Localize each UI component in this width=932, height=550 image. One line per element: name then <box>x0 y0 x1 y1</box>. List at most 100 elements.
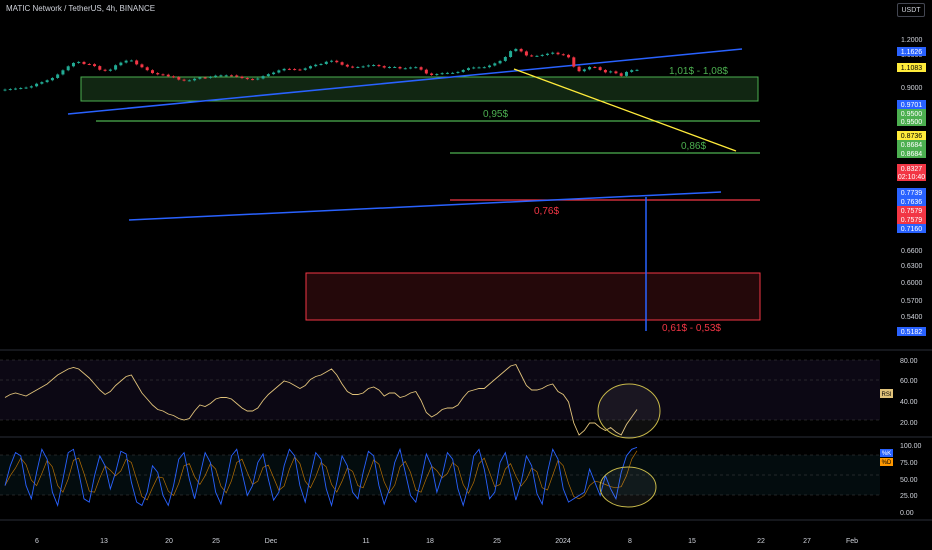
x-axis-label: 13 <box>100 538 108 545</box>
price-badge-label: 0.7160 <box>901 226 923 233</box>
candle-body <box>393 66 397 68</box>
candle-body <box>509 51 513 57</box>
candle-body <box>377 65 381 67</box>
x-axis-label: 8 <box>628 538 632 545</box>
x-axis-label: 25 <box>212 538 220 545</box>
candle-body <box>50 77 54 81</box>
candle-body <box>182 79 186 81</box>
currency-button[interactable]: USDT <box>897 3 925 17</box>
candle-body <box>456 71 460 73</box>
candle-body <box>93 64 97 67</box>
candle-body <box>61 70 65 75</box>
candle-body <box>66 66 70 71</box>
x-axis-label: 20 <box>165 538 173 545</box>
price-badge-label: 0.8684 <box>901 142 923 149</box>
stoch-axis-tick: 75.00 <box>900 460 918 467</box>
annotation-095: 0,95$ <box>483 109 508 120</box>
x-axis-label: Feb <box>846 538 858 545</box>
candle-body <box>45 80 49 83</box>
price-badge-label: 0.9701 <box>901 102 923 109</box>
candle-body <box>150 70 154 74</box>
candle-body <box>277 70 281 73</box>
price-badge-bg <box>897 149 926 158</box>
candle-body <box>198 77 202 79</box>
candle-body <box>530 55 534 57</box>
price-axis-tick: 1.2000 <box>901 37 923 44</box>
stoch-axis-tick: 0.00 <box>900 510 914 517</box>
price-badge-label: 1.1083 <box>901 65 923 72</box>
candle-body <box>324 61 328 64</box>
x-axis-label: 11 <box>362 538 369 545</box>
candle-body <box>340 62 344 65</box>
resistance-zone <box>80 76 759 102</box>
symbol-title[interactable]: MATIC Network / TetherUS, 4h, BINANCE <box>6 4 156 13</box>
x-axis-label: 27 <box>803 538 811 545</box>
candle-body <box>619 73 623 76</box>
candle-body <box>451 72 455 74</box>
candle-body <box>477 67 481 69</box>
candle-body <box>29 86 33 88</box>
candle-body <box>545 53 549 55</box>
candle-body <box>319 63 323 65</box>
candle-body <box>308 66 312 69</box>
candle-body <box>8 89 12 91</box>
candle-body <box>356 66 360 68</box>
candle-body <box>609 71 613 73</box>
candle-body <box>561 54 565 56</box>
candle-body <box>145 67 149 71</box>
upper-channel-line <box>67 48 743 115</box>
candle-body <box>598 67 602 70</box>
candle-body <box>293 69 297 71</box>
stoch-d-label: %D <box>882 460 892 466</box>
price-badge-label: 0.7579 <box>901 217 923 224</box>
candle-body <box>445 72 449 74</box>
annotation-076: 0,76$ <box>534 206 559 217</box>
price-badge-label: 02:10:40 <box>898 174 925 181</box>
candle-body <box>588 66 592 70</box>
stoch-highlight-circle <box>599 466 657 508</box>
candle-body <box>314 64 318 67</box>
candle-body <box>614 71 618 74</box>
candle-body <box>87 63 91 65</box>
candle-body <box>435 74 439 76</box>
candle-body <box>14 88 18 90</box>
candle-body <box>603 69 607 73</box>
candle-body <box>351 66 355 68</box>
price-badge-label: 0.8736 <box>901 133 923 140</box>
candle-body <box>572 57 576 67</box>
candle-body <box>303 68 307 70</box>
annotation-target: 0,61$ - 0,53$ <box>662 323 721 334</box>
candle-body <box>524 51 528 56</box>
candle-body <box>224 75 228 77</box>
price-axis-tick: 0.5700 <box>901 298 923 305</box>
candle-body <box>140 64 144 68</box>
price-badge-label: 0.9500 <box>901 111 923 118</box>
candle-body <box>403 68 407 70</box>
candle-body <box>71 62 75 67</box>
candle-body <box>414 67 418 69</box>
price-badge-bg <box>897 197 926 206</box>
price-axis-tick: 0.6300 <box>901 263 923 270</box>
candle-body <box>108 69 112 71</box>
candle-body <box>3 89 7 91</box>
stoch-d-label-bg <box>880 458 893 466</box>
candle-body <box>382 66 386 68</box>
candle-body <box>440 73 444 75</box>
lower-channel-line <box>128 191 722 221</box>
stoch-k-line <box>4 446 638 508</box>
candle-body <box>419 67 423 70</box>
candle-body <box>372 65 376 67</box>
price-badge-bg <box>897 117 926 126</box>
candle-body <box>119 62 123 66</box>
candle-body <box>540 54 544 56</box>
candle-body <box>98 66 102 70</box>
candle-body <box>514 48 518 52</box>
x-axis-label: 22 <box>757 538 765 545</box>
candle-body <box>635 69 639 71</box>
price-badge-bg <box>897 140 926 149</box>
price-axis-tick: 0.5400 <box>901 314 923 321</box>
rsi-axis-tick: 40.00 <box>900 399 918 406</box>
target-zone <box>305 272 761 321</box>
candles <box>3 47 639 92</box>
